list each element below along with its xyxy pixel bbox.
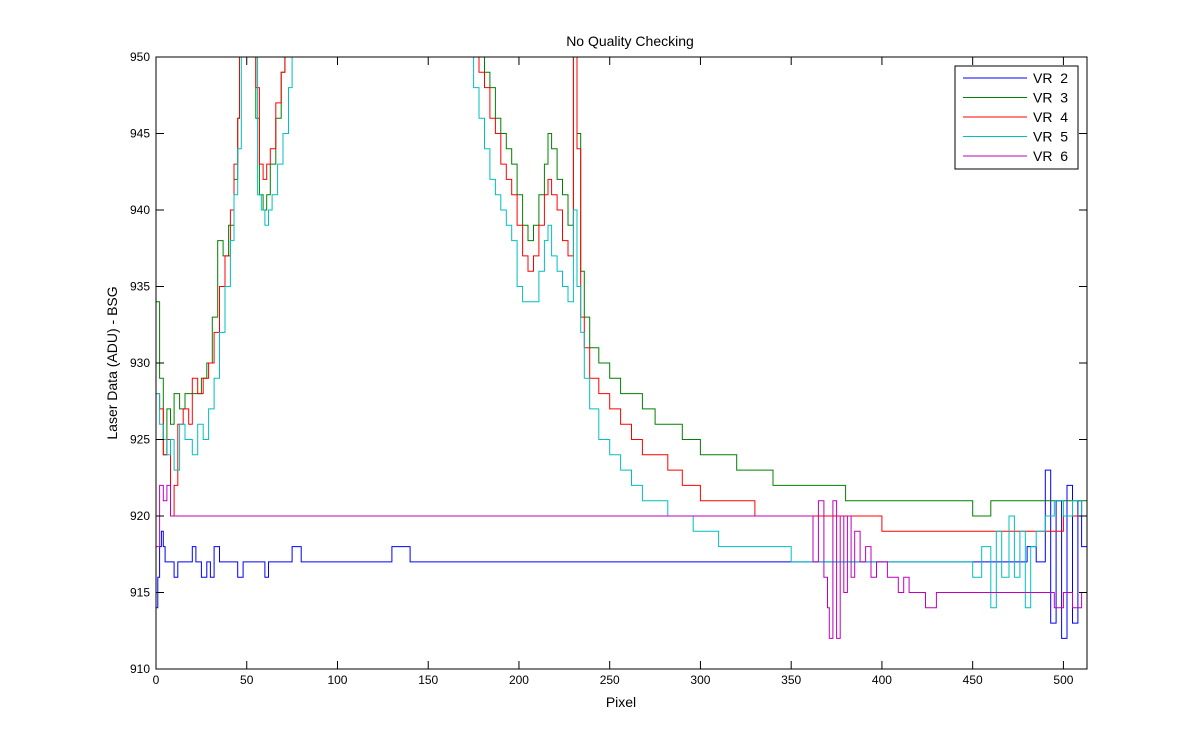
y-tick-label: 945 (130, 127, 150, 141)
y-tick-label: 920 (130, 509, 150, 523)
y-axis-label: Laser Data (ADU) - BSG (104, 286, 120, 439)
x-axis-label: Pixel (606, 694, 636, 710)
x-tick-label: 350 (781, 673, 801, 687)
plot-area (156, 57, 1087, 669)
x-tick-label: 500 (1053, 673, 1073, 687)
series-line-vr5 (156, 57, 1087, 609)
x-axis: 0 50 100 150 200 250 300 350 400 450 500 (153, 57, 1074, 687)
legend-label: VR 5 (1033, 129, 1068, 145)
legend-label: VR 6 (1033, 148, 1068, 164)
chart-title: No Quality Checking (566, 33, 694, 49)
y-axis: 910 915 920 925 930 935 940 945 950 (130, 50, 1087, 676)
x-tick-label: 0 (153, 673, 160, 687)
legend-label: VR 3 (1033, 90, 1068, 106)
x-tick-label: 50 (240, 673, 254, 687)
legend: VR 2 VR 3 VR 4 VR 5 VR 6 (954, 65, 1079, 170)
legend-label: VR 2 (1033, 70, 1068, 86)
series-line-vr6 (156, 484, 1087, 639)
x-tick-label: 100 (327, 673, 347, 687)
x-tick-label: 400 (872, 673, 892, 687)
legend-label: VR 4 (1033, 109, 1068, 125)
x-tick-label: 200 (509, 673, 529, 687)
y-tick-label: 910 (130, 662, 150, 676)
y-tick-label: 925 (130, 433, 150, 447)
y-tick-label: 930 (130, 356, 150, 370)
series-layer (156, 57, 1087, 639)
series-line-vr3 (156, 57, 1087, 517)
y-tick-label: 950 (130, 50, 150, 64)
series-line-vr4 (156, 57, 1087, 532)
x-tick-label: 450 (963, 673, 983, 687)
x-tick-label: 300 (690, 673, 710, 687)
y-tick-label: 935 (130, 280, 150, 294)
x-tick-label: 250 (600, 673, 620, 687)
y-tick-label: 940 (130, 203, 150, 217)
x-tick-label: 150 (418, 673, 438, 687)
y-tick-label: 915 (130, 586, 150, 600)
